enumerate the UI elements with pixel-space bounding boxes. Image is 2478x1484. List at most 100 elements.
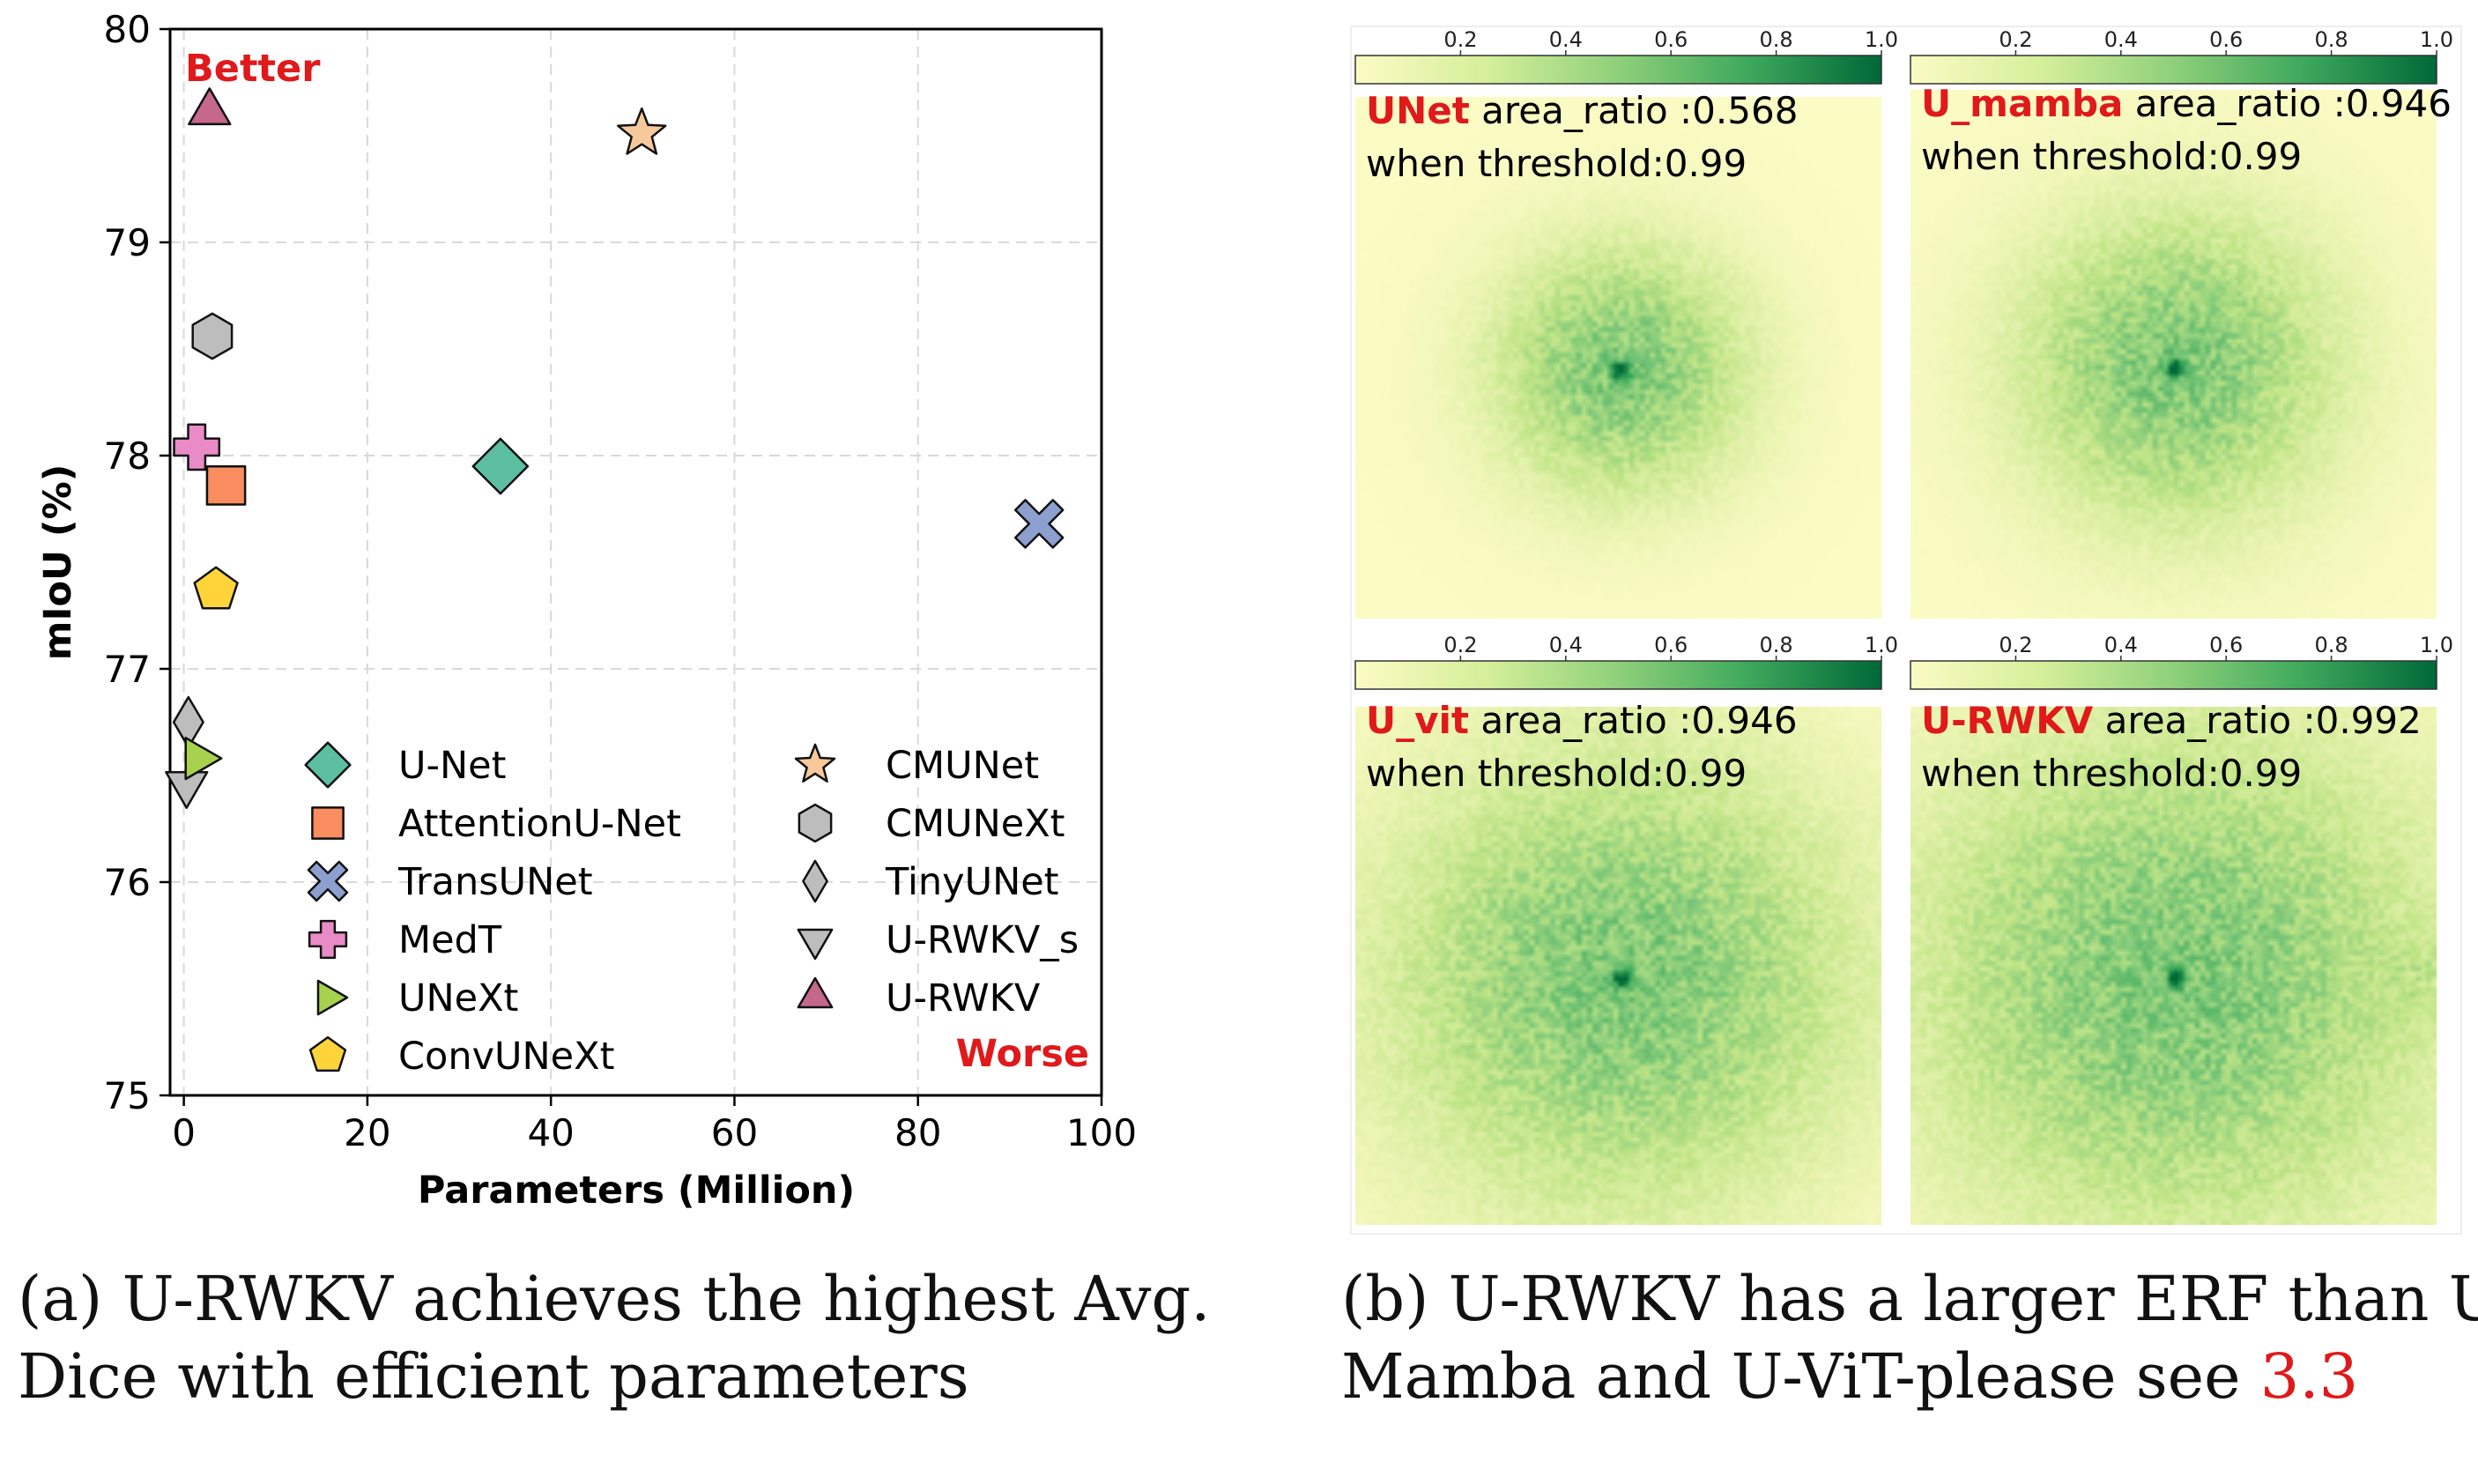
legend-label-attentionu-net: AttentionU-Net <box>398 802 681 846</box>
legend-marker-attentionu-net <box>311 806 345 840</box>
colorbar-tick-label: 0.2 <box>1443 27 1477 52</box>
axis-ticks: 0 20 40 60 80 100 75 76 77 78 79 80 <box>104 8 1138 1154</box>
colorbar-tick-label: 0.2 <box>1999 27 2032 52</box>
x-tick-label: 60 <box>711 1111 758 1154</box>
point-attentionu-net <box>205 465 247 506</box>
legend-label-tinyunet: TinyUNet <box>885 860 1059 904</box>
point-transunet <box>1013 499 1065 549</box>
caption-a-line1: (a) U-RWKV achieves the highest Avg. <box>18 1263 1211 1335</box>
legend-label-transunet: TransUNet <box>397 860 593 904</box>
colorbar-tick-label: 1.0 <box>1865 27 1898 52</box>
legend-marker-medt <box>308 919 348 960</box>
colorbar-tick-label: 1.0 <box>1865 633 1898 657</box>
caption-b-text: Mamba and U-ViT-please see <box>1341 1340 2260 1413</box>
x-tick-label: 40 <box>527 1111 574 1154</box>
data-points <box>165 87 1065 809</box>
heatmap-panel-unet: 0.2 0.4 0.6 0.8 1.0 UNet area_ratio :0.568 whe… <box>1354 27 1898 619</box>
colorbar-tick-label: 0.4 <box>1549 633 1583 657</box>
point-medt <box>173 423 221 471</box>
legend-marker-tinyunet <box>802 859 828 903</box>
colorbar-tick-label: 0.8 <box>2315 27 2348 52</box>
threshold-label: when threshold:0.99 <box>1921 752 2302 795</box>
point-cmunext <box>191 312 234 360</box>
legend-label-u-rwkv-s: U-RWKV_s <box>886 918 1079 962</box>
area-ratio: area_ratio :0.946 <box>2123 82 2452 125</box>
x-tick-label: 80 <box>894 1111 941 1154</box>
caption-a: (a) U-RWKV achieves the highest Avg. Dic… <box>18 1260 1211 1415</box>
point-convunext <box>193 566 239 610</box>
legend-marker-u-rwkv-s <box>797 928 834 961</box>
colorbar-tick-label: 0.4 <box>2104 27 2138 52</box>
x-tick-label: 0 <box>172 1111 196 1154</box>
colorbar-tick-label: 0.6 <box>1654 633 1688 657</box>
threshold-label: when threshold:0.99 <box>1366 142 1747 185</box>
legend: U-Net AttentionU-Net TransUNet MedT UNeXt Con… <box>304 741 1079 1079</box>
colorbar <box>1910 55 2437 85</box>
scatter-chart: 0 20 40 60 80 100 75 76 77 78 79 80 U-Net AttentionU… <box>36 8 1137 1213</box>
y-tick-label: 78 <box>104 434 151 478</box>
legend-label-cmunet: CMUNet <box>886 744 1039 788</box>
caption-b-reference-link[interactable]: 3.3 <box>2259 1340 2359 1413</box>
colorbar-tick-label: 0.8 <box>1760 27 1793 52</box>
legend-label-unext: UNeXt <box>398 976 518 1020</box>
caption-a-line2: Dice with efficient parameters <box>18 1340 969 1413</box>
point-cmunet <box>617 107 667 155</box>
model-name: U_mamba <box>1921 82 2123 125</box>
colorbar <box>1354 55 1882 85</box>
erf-heatmap-grid: 0.2 0.4 0.6 0.8 1.0 UNet area_ratio :0.568 whe… <box>1350 26 2462 1235</box>
colorbar-tick-label: 1.0 <box>2420 27 2453 52</box>
colorbar-tick-label: 0.2 <box>1999 633 2032 657</box>
model-name: UNet <box>1366 89 1470 132</box>
legend-label-medt: MedT <box>398 918 502 962</box>
y-axis-label: mIoU (%) <box>36 464 80 661</box>
colorbar-tick-label: 0.8 <box>2315 633 2348 657</box>
x-axis-label: Parameters (Million) <box>418 1169 855 1213</box>
caption-b: (b) U-RWKV has a larger ERF than U- Mamb… <box>1341 1260 2478 1415</box>
annotation-better: Better <box>185 47 321 91</box>
legend-label-convunext: ConvUNeXt <box>398 1035 614 1079</box>
colorbar-tick-label: 0.4 <box>1549 27 1583 52</box>
caption-b-line1: (b) U-RWKV has a larger ERF than U- <box>1341 1263 2478 1335</box>
colorbar-tick-label: 0.2 <box>1443 633 1477 657</box>
point-u-rwkv <box>188 87 232 126</box>
colorbar <box>1910 660 2437 690</box>
point-u-net <box>471 437 530 495</box>
colorbar-tick-label: 0.6 <box>2209 27 2243 52</box>
model-name: U-RWKV <box>1921 699 2094 742</box>
colorbar-tick-label: 1.0 <box>2420 633 2453 657</box>
heatmap-image <box>1910 90 2437 619</box>
plot-frame <box>168 27 1103 1097</box>
panel-title: U-RWKV area_ratio :0.992 <box>1921 699 2422 742</box>
caption-b-line2: Mamba and U-ViT-please see 3.3 <box>1341 1338 2478 1415</box>
y-tick-label: 80 <box>104 8 151 51</box>
colorbar-tick-label: 0.4 <box>2104 633 2138 657</box>
panel-title: U_mamba area_ratio :0.946 <box>1921 82 2452 125</box>
legend-marker-cmunet <box>794 743 836 783</box>
legend-marker-u-rwkv <box>797 976 834 1009</box>
legend-label-cmunext: CMUNeXt <box>886 802 1065 846</box>
legend-marker-convunext <box>308 1035 347 1072</box>
colorbar-tick-label: 0.8 <box>1760 633 1793 657</box>
legend-marker-unext <box>316 979 349 1016</box>
threshold-label: when threshold:0.99 <box>1921 135 2302 178</box>
panel-title: U_vit area_ratio :0.946 <box>1366 699 1798 742</box>
colorbar-tick-label: 0.6 <box>1654 27 1688 52</box>
heatmap-panel-u-vit: 0.2 0.4 0.6 0.8 1.0 U_vit area_ratio :0.946 wh… <box>1354 633 1898 1225</box>
y-tick-label: 75 <box>104 1074 151 1117</box>
threshold-label: when threshold:0.99 <box>1366 752 1747 795</box>
area-ratio: area_ratio :0.992 <box>2093 699 2422 742</box>
model-name: U_vit <box>1366 699 1469 742</box>
colorbar <box>1354 660 1882 690</box>
heatmap-panel-u-rwkv: 0.2 0.4 0.6 0.8 1.0 U-RWKV area_ratio :0.992 w… <box>1910 633 2453 1225</box>
area-ratio: area_ratio :0.568 <box>1470 89 1799 132</box>
y-tick-label: 76 <box>104 861 151 904</box>
legend-marker-cmunext <box>798 803 833 843</box>
heatmap-panel-u-mamba: 0.2 0.4 0.6 0.8 1.0 U_mamba area_ratio :0.946… <box>1910 27 2453 619</box>
heatmap-image <box>1355 97 1881 619</box>
legend-marker-transunet <box>307 860 349 902</box>
x-tick-label: 20 <box>344 1111 390 1154</box>
panel-title: UNet area_ratio :0.568 <box>1366 89 1798 132</box>
point-unext <box>184 737 223 781</box>
annotation-worse: Worse <box>956 1032 1089 1076</box>
